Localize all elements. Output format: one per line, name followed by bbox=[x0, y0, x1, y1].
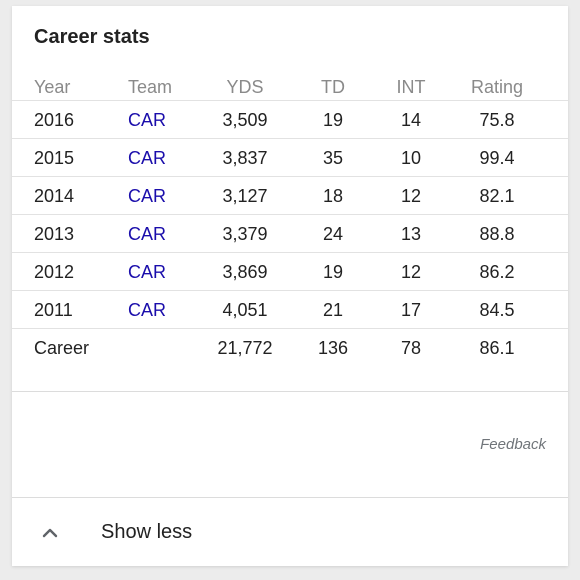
int-cell: 14 bbox=[400, 110, 422, 130]
td-cell: 19 bbox=[322, 262, 344, 282]
yds-cell: 3,869 bbox=[222, 262, 268, 282]
rating-cell: 86.1 bbox=[479, 338, 515, 358]
career-stats-card: Career stats Year Team YDS TD INT Rating… bbox=[12, 6, 568, 566]
show-less-button[interactable]: Show less bbox=[12, 499, 568, 566]
column-header-year: Year bbox=[34, 77, 71, 97]
career-label: Career bbox=[34, 338, 90, 358]
section-divider bbox=[12, 497, 568, 498]
section-divider bbox=[12, 391, 568, 392]
yds-cell: 3,127 bbox=[222, 186, 268, 206]
year-cell: 2012 bbox=[34, 262, 75, 282]
table-row: 2011 CAR 4,051 21 17 84.5 bbox=[12, 290, 568, 329]
td-cell: 24 bbox=[322, 224, 344, 244]
year-cell: 2014 bbox=[34, 186, 75, 206]
td-cell: 21 bbox=[322, 300, 344, 320]
team-link[interactable]: CAR bbox=[128, 224, 167, 244]
yds-cell: 3,509 bbox=[222, 110, 268, 130]
int-cell: 78 bbox=[400, 338, 422, 358]
team-link[interactable]: CAR bbox=[128, 300, 167, 320]
table-row: 2015 CAR 3,837 35 10 99.4 bbox=[12, 138, 568, 177]
year-cell: 2013 bbox=[34, 224, 75, 244]
int-cell: 10 bbox=[400, 148, 422, 168]
team-link[interactable]: CAR bbox=[128, 148, 167, 168]
rating-cell: 84.5 bbox=[479, 300, 515, 320]
team-link[interactable]: CAR bbox=[128, 186, 167, 206]
int-cell: 17 bbox=[400, 300, 422, 320]
table-row: 2012 CAR 3,869 19 12 86.2 bbox=[12, 252, 568, 291]
feedback-link[interactable]: Feedback bbox=[480, 436, 546, 453]
team-link[interactable]: CAR bbox=[128, 110, 167, 130]
table-row: 2013 CAR 3,379 24 13 88.8 bbox=[12, 214, 568, 253]
int-cell: 12 bbox=[400, 262, 422, 282]
yds-cell: 3,837 bbox=[222, 148, 268, 168]
column-header-td: TD bbox=[321, 77, 345, 97]
career-total-row: Career 21,772 136 78 86.1 bbox=[12, 328, 568, 367]
yds-cell: 4,051 bbox=[222, 300, 268, 320]
table-header: Year Team YDS TD INT Rating bbox=[12, 68, 568, 106]
table-row: 2014 CAR 3,127 18 12 82.1 bbox=[12, 176, 568, 215]
int-cell: 12 bbox=[400, 186, 422, 206]
yds-cell: 21,772 bbox=[217, 338, 273, 358]
year-cell: 2015 bbox=[34, 148, 75, 168]
column-header-rating: Rating bbox=[470, 77, 524, 97]
td-cell: 19 bbox=[322, 110, 344, 130]
column-header-yds: YDS bbox=[226, 77, 264, 97]
rating-cell: 82.1 bbox=[479, 186, 515, 206]
table-row: 2016 CAR 3,509 19 14 75.8 bbox=[12, 100, 568, 139]
team-link[interactable]: CAR bbox=[128, 262, 167, 282]
rating-cell: 99.4 bbox=[479, 148, 515, 168]
td-cell: 136 bbox=[317, 338, 349, 358]
card-title: Career stats bbox=[34, 26, 150, 48]
int-cell: 13 bbox=[400, 224, 422, 244]
column-header-int: INT bbox=[396, 77, 426, 97]
rating-cell: 88.8 bbox=[479, 224, 515, 244]
show-less-label: Show less bbox=[101, 521, 193, 543]
year-cell: 2011 bbox=[34, 300, 73, 320]
td-cell: 18 bbox=[322, 186, 344, 206]
yds-cell: 3,379 bbox=[222, 224, 268, 244]
rating-cell: 75.8 bbox=[479, 110, 515, 130]
rating-cell: 86.2 bbox=[479, 262, 515, 282]
td-cell: 35 bbox=[322, 148, 344, 168]
column-header-team: Team bbox=[128, 77, 173, 97]
chevron-up-icon bbox=[42, 528, 58, 538]
year-cell: 2016 bbox=[34, 110, 75, 130]
